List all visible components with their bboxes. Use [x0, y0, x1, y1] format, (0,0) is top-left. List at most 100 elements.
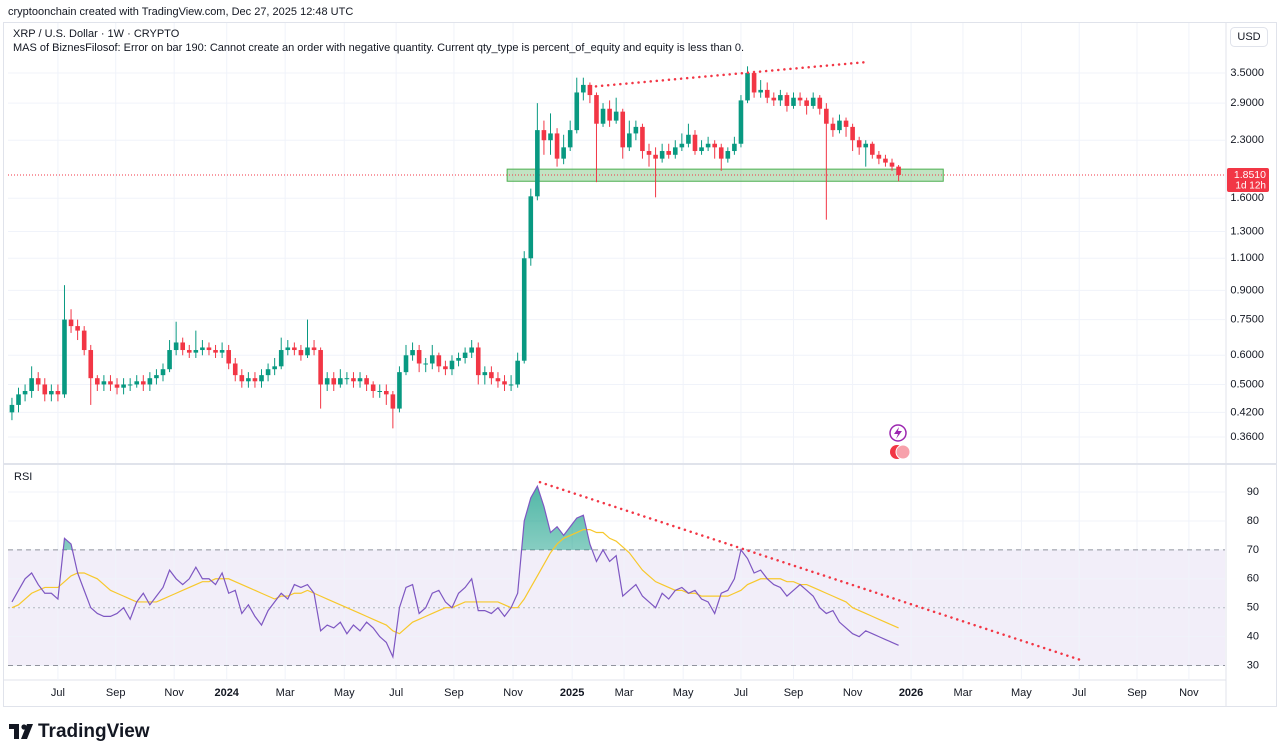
candle-body — [377, 390, 383, 392]
candle-body — [876, 154, 882, 159]
x-tick-label: Nov — [843, 687, 863, 699]
candle-body — [784, 95, 790, 106]
candle-body — [331, 378, 337, 385]
candle-body — [246, 378, 251, 382]
y-tick-label: 1.6000 — [1230, 192, 1264, 204]
candle-body — [384, 390, 389, 395]
candle-body — [416, 350, 422, 364]
y-tick-label: 40 — [1247, 631, 1259, 643]
candle-body — [9, 404, 15, 413]
candle-body — [259, 375, 264, 382]
candle-body — [154, 375, 159, 379]
candle-body — [462, 352, 468, 358]
x-tick-label: Sep — [106, 687, 126, 699]
x-tick-label: Jul — [389, 687, 403, 699]
candle-body — [653, 154, 658, 159]
candle-body — [574, 92, 580, 131]
candle-body — [699, 147, 704, 152]
candle-body — [160, 369, 166, 376]
x-tick-label: May — [1011, 687, 1032, 699]
y-tick-label: 60 — [1247, 573, 1259, 585]
brand-mark-dot — [21, 724, 27, 730]
y-tick-label: 0.5000 — [1230, 378, 1264, 390]
x-tick-label: Jul — [51, 687, 65, 699]
x-tick-label: Nov — [164, 687, 184, 699]
candle-body — [62, 319, 67, 395]
candle-body — [843, 120, 849, 127]
candle-body — [482, 372, 488, 376]
last-price-label: 1.8510 — [1234, 169, 1266, 181]
currency-label: USD — [1237, 31, 1260, 43]
candle-body — [856, 140, 862, 148]
candle-body — [824, 108, 829, 124]
rsi-ma-line — [11, 529, 899, 635]
candle-body — [429, 355, 435, 364]
candle-body — [810, 97, 816, 106]
candle-body — [771, 97, 777, 101]
candle-body — [718, 147, 724, 159]
candle-body — [193, 350, 199, 353]
candle-body — [55, 390, 61, 395]
candle-body — [370, 384, 376, 391]
candle-body — [49, 390, 54, 395]
candle-body — [870, 143, 875, 155]
candle-body — [817, 97, 823, 109]
candle-body — [29, 378, 34, 391]
candle-body — [502, 381, 507, 385]
x-tick-label: May — [334, 687, 355, 699]
candle-body — [200, 347, 205, 351]
y-tick-label: 0.4200 — [1230, 406, 1264, 418]
candle-body — [883, 158, 888, 163]
candle-body — [390, 394, 396, 409]
candle-body — [338, 378, 343, 385]
candle-body — [134, 381, 140, 385]
candle-body — [587, 84, 593, 96]
event-icon-glyph — [894, 427, 902, 439]
x-tick-label: May — [673, 687, 694, 699]
y-tick-label: 30 — [1247, 659, 1259, 671]
candle-body — [600, 108, 606, 124]
candle-body — [252, 378, 258, 382]
candle-body — [226, 350, 231, 364]
candle-body — [344, 378, 350, 380]
y-tick-label: 50 — [1247, 602, 1259, 614]
candle-body — [672, 147, 678, 155]
candle-body — [495, 378, 501, 382]
candle-body — [896, 166, 901, 175]
candle-body — [305, 347, 310, 356]
candle-body — [489, 372, 494, 379]
brand-name: TradingView — [38, 721, 150, 742]
symbol-title: XRP / U.S. Dollar · 1W · CRYPTO — [13, 28, 180, 40]
candle-body — [167, 350, 172, 370]
event-icons — [889, 424, 911, 460]
candle-body — [797, 97, 803, 101]
event-icon[interactable] — [895, 444, 911, 460]
candle-body — [535, 130, 540, 197]
candle-body — [475, 347, 481, 376]
candle-body — [764, 89, 770, 98]
rsi-title: RSI — [14, 471, 32, 483]
x-tick-label: Mar — [615, 687, 634, 699]
chart-frame — [3, 22, 1277, 707]
candle-body — [686, 134, 691, 144]
candle-body — [521, 258, 527, 361]
y-tick-label: 2.9000 — [1230, 97, 1264, 109]
candle-body — [423, 363, 429, 365]
candle-body — [278, 350, 284, 367]
candle-body — [114, 384, 120, 388]
candle-body — [75, 326, 80, 331]
y-tick-label: 3.5000 — [1230, 67, 1264, 79]
y-tick-label: 0.9000 — [1230, 284, 1264, 296]
candle-body — [456, 357, 461, 361]
candle-body — [357, 378, 363, 382]
currency-button[interactable] — [1230, 27, 1268, 47]
candle-body — [127, 384, 133, 386]
candle-body — [554, 133, 560, 159]
candle-body — [272, 366, 277, 370]
candle-body — [180, 342, 186, 351]
candle-body — [101, 381, 107, 385]
brand-mark — [9, 724, 33, 739]
candle-body — [620, 111, 626, 148]
y-tick-label: 2.3000 — [1230, 134, 1264, 146]
